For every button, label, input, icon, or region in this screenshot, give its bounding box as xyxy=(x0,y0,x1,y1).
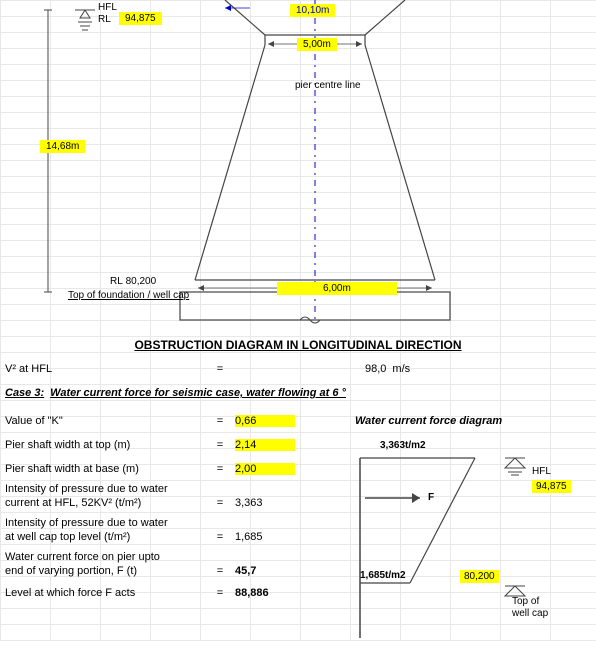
hfl-label: HFL xyxy=(98,2,117,13)
rl-label2: RL xyxy=(110,276,123,287)
height-label: 14,68m xyxy=(40,140,85,153)
rl-label: RL xyxy=(98,14,111,25)
base-w-eq: = xyxy=(205,463,235,475)
v2-value: 98,0 xyxy=(365,363,386,375)
fd-topof: Top of xyxy=(512,596,539,607)
force-value: 45,7 xyxy=(235,565,295,577)
base-w-value: 2,00 xyxy=(235,463,295,475)
v2-label: V² at HFL xyxy=(5,363,205,375)
k-eq: = xyxy=(205,415,235,427)
fd-rl-bot: 80,200 xyxy=(460,570,499,583)
force-eq: = xyxy=(205,565,235,577)
i-cap-value: 1,685 xyxy=(235,531,295,543)
base-width-label: 6,00m xyxy=(277,282,397,295)
rl-hfl-value: 94,875 xyxy=(119,12,162,25)
diagram-title: OBSTRUCTION DIAGRAM IN LONGITUDINAL DIRE… xyxy=(0,338,596,352)
v2-eq: = xyxy=(205,363,235,375)
top-w-eq: = xyxy=(205,439,235,451)
pier-centre-label: pier centre line xyxy=(295,80,361,91)
force-label2: end of varying portion, F (t) xyxy=(5,565,205,577)
k-value: 0,66 xyxy=(235,415,295,427)
i-cap-label1: Intensity of pressure due to water xyxy=(5,517,205,529)
fd-hfl: HFL xyxy=(532,466,551,477)
top-w-label: Pier shaft width at top (m) xyxy=(5,439,205,451)
i-hfl-label1: Intensity of pressure due to water xyxy=(5,483,205,495)
top-width-label: 10,10m xyxy=(290,4,335,17)
top-w-value: 2,14 xyxy=(235,439,295,451)
foundation-label: Top of foundation / well cap xyxy=(68,290,189,301)
i-cap-eq: = xyxy=(205,531,235,543)
k-label: Value of "K" xyxy=(5,415,205,427)
rl-base-value: 80,200 xyxy=(126,276,157,287)
level-eq: = xyxy=(205,587,235,599)
fd-rl-top: 94,875 xyxy=(532,480,571,493)
i-hfl-value: 3,363 xyxy=(235,497,295,509)
level-label: Level at which force F acts xyxy=(5,587,205,599)
force-diagram: 3,363t/m2 F HFL 94,875 1,685t/m2 80,200 … xyxy=(300,438,590,648)
i-cap-label2: at well cap top level (t/m²) xyxy=(5,531,205,543)
fd-top-intensity: 3,363t/m2 xyxy=(380,440,426,451)
case3-text: Water current force for seismic case, wa… xyxy=(50,387,346,399)
pier-diagram-area: HFL RL 94,875 10,10m 5,00m pier centre l… xyxy=(0,0,596,330)
fd-wellcap: well cap xyxy=(512,608,548,619)
v2-unit: m/s xyxy=(392,363,410,375)
base-w-label: Pier shaft width at base (m) xyxy=(5,463,205,475)
page-content: HFL RL 94,875 10,10m 5,00m pier centre l… xyxy=(0,0,596,641)
level-value: 88,886 xyxy=(235,587,295,599)
fd-F: F xyxy=(428,492,434,503)
force-diagram-label: Water current force diagram xyxy=(355,415,502,427)
force-label1: Water current force on pier upto xyxy=(5,551,205,563)
i-hfl-label2: current at HFL, 52KV² (t/m²) xyxy=(5,497,205,509)
case3-heading: Case 3: xyxy=(5,387,44,399)
i-hfl-eq: = xyxy=(205,497,235,509)
throat-width-label: 5,00m xyxy=(297,38,337,51)
fd-bot-intensity: 1,685t/m2 xyxy=(360,570,406,581)
